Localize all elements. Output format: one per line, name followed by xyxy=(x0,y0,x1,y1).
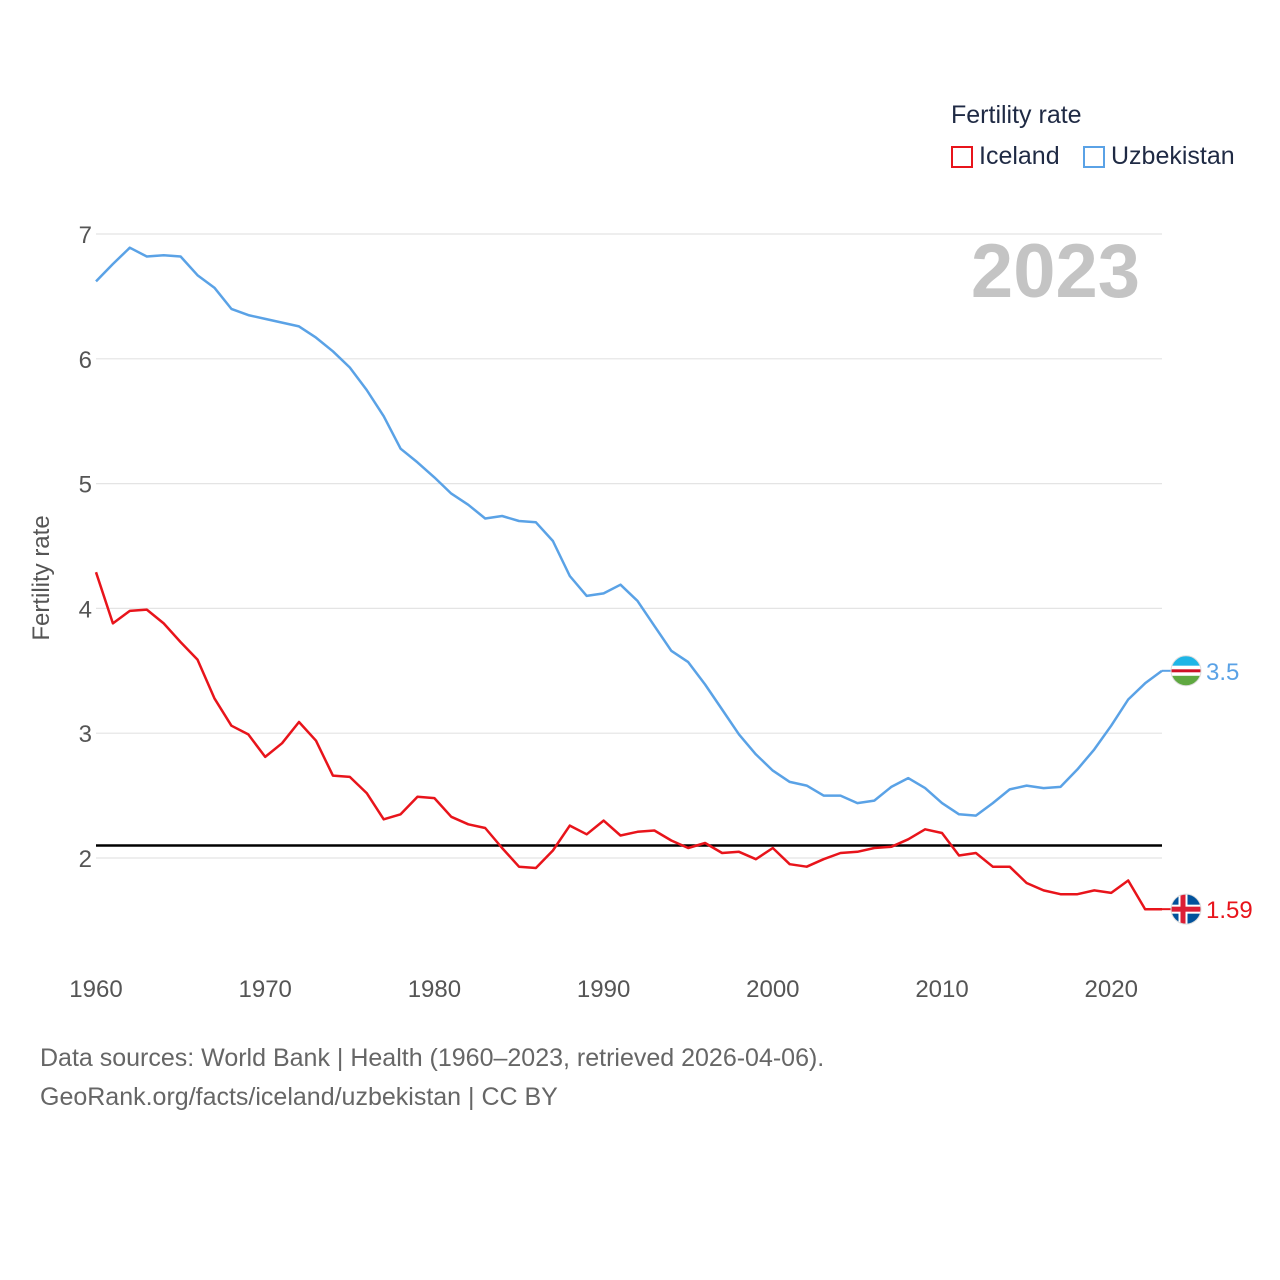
legend-title: Fertility rate xyxy=(951,101,1082,129)
flag-band-blue xyxy=(1171,655,1201,666)
legend-swatch-iceland xyxy=(951,145,973,168)
x-tick-label-2010: 2010 xyxy=(915,976,968,1003)
flag-stripe-red xyxy=(1171,669,1201,673)
x-tick-label-2000: 2000 xyxy=(746,976,799,1003)
gridlines xyxy=(96,233,1162,859)
flag-border xyxy=(1170,655,1202,687)
x-tick-label-1960: 1960 xyxy=(69,976,122,1003)
y-axis-label: Fertility rate xyxy=(28,515,55,641)
end-labels: 1.59 3.5 xyxy=(1162,655,1253,925)
end-label-iceland: 1.59 xyxy=(1206,897,1253,924)
legend-label-iceland: Iceland xyxy=(979,142,1060,170)
y-tick-label-3: 3 xyxy=(79,721,92,748)
x-axis-ticks: 1960 1970 1980 1990 2000 2010 2020 xyxy=(69,976,1138,1003)
flag-iceland-body xyxy=(1171,894,1201,925)
series-line-iceland xyxy=(94,571,1162,911)
footer-sources: Data sources: World Bank | Health (1960–… xyxy=(40,1044,825,1072)
y-tick-label-6: 6 xyxy=(79,347,92,374)
flag-band-green xyxy=(1171,675,1201,686)
flag-cross-red-v xyxy=(1180,894,1186,925)
year-watermark: 2023 xyxy=(970,229,1140,314)
legend-label-uzbekistan: Uzbekistan xyxy=(1111,142,1235,170)
x-tick-label-2020: 2020 xyxy=(1085,976,1138,1003)
end-label-uzbekistan: 3.5 xyxy=(1206,659,1239,686)
flag-border xyxy=(1170,893,1202,925)
x-tick-label-1970: 1970 xyxy=(239,976,292,1003)
y-tick-label-5: 5 xyxy=(79,472,92,499)
y-axis-ticks: 2 3 4 5 6 7 xyxy=(79,222,92,873)
flag-cross-red-h xyxy=(1171,906,1201,912)
y-tick-label-2: 2 xyxy=(79,846,92,873)
legend-swatch-uzbekistan xyxy=(1083,145,1105,168)
footer-link[interactable]: GeoRank.org/facts/iceland/uzbekistan | C… xyxy=(40,1083,558,1111)
flag-uzbekistan-icon xyxy=(1170,655,1202,687)
y-tick-label-7: 7 xyxy=(79,222,92,249)
legend-item-iceland[interactable]: Iceland xyxy=(951,142,1060,171)
flag-uzbekistan-body xyxy=(1171,655,1201,686)
x-tick-label-1990: 1990 xyxy=(577,976,630,1003)
y-tick-label-4: 4 xyxy=(79,596,92,623)
x-tick-label-1980: 1980 xyxy=(408,976,461,1003)
series-lines xyxy=(94,246,1163,911)
series-line-uzbekistan xyxy=(95,246,1163,817)
legend-item-uzbekistan[interactable]: Uzbekistan xyxy=(1083,142,1235,171)
flag-iceland-icon xyxy=(1170,893,1202,925)
